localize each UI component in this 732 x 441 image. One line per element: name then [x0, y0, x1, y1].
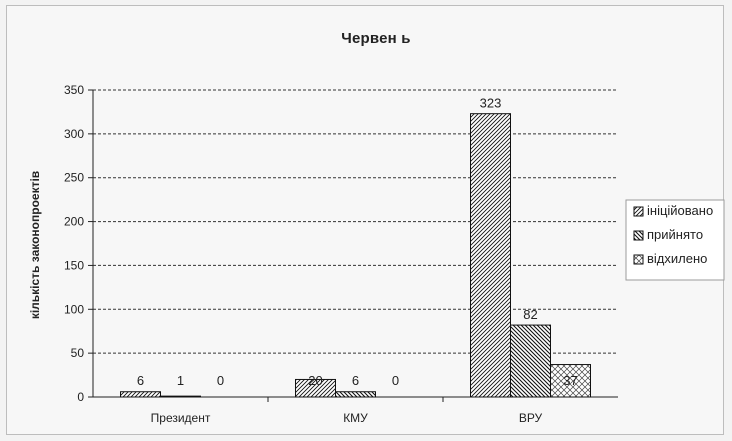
- x-tick-label: Президент: [151, 411, 211, 425]
- legend-label: ініційовано: [647, 203, 713, 218]
- legend-swatch: [633, 254, 644, 265]
- data-label: 20: [308, 373, 322, 388]
- y-tick-label: 250: [64, 171, 84, 185]
- y-tick-label: 350: [64, 83, 84, 97]
- bar: [335, 391, 376, 398]
- bar: [160, 395, 201, 398]
- x-tick-label: КМУ: [343, 411, 368, 425]
- bar: [295, 378, 336, 398]
- gridlines: [93, 89, 618, 354]
- legend-swatch: [633, 206, 644, 217]
- legend-swatch: [633, 230, 644, 241]
- y-tick-label: 0: [77, 390, 84, 404]
- x-tick-label: ВРУ: [519, 411, 543, 425]
- data-label: 82: [523, 307, 537, 322]
- data-label: 6: [137, 373, 144, 388]
- data-label: 0: [217, 373, 224, 388]
- data-label: 1: [177, 373, 184, 388]
- legend-label: відхилено: [647, 251, 707, 266]
- y-tick-label: 150: [64, 258, 84, 272]
- y-tick-label: 50: [71, 346, 85, 360]
- legend: ініційовано прийнято відхилено: [625, 199, 725, 281]
- data-label: 0: [392, 373, 399, 388]
- legend-label: прийнято: [647, 227, 703, 242]
- data-label: 37: [563, 373, 577, 388]
- bar: [120, 391, 161, 398]
- y-axis-ticks: 0 50 100 150 200 250 300 350: [64, 83, 93, 404]
- y-tick-label: 200: [64, 215, 84, 229]
- y-axis-label: кількість законопроектів: [28, 171, 42, 319]
- x-axis-ticks: Президент КМУ ВРУ: [151, 397, 543, 425]
- bar: [550, 364, 591, 398]
- y-tick-label: 100: [64, 302, 84, 316]
- bar: [470, 113, 511, 398]
- data-label: 323: [480, 96, 502, 111]
- chart-frame: [6, 5, 724, 435]
- data-label: 6: [352, 373, 359, 388]
- bar: [510, 324, 551, 398]
- data-labels: 6 1 0 20 6 0 323 82 37: [137, 96, 578, 388]
- y-tick-label: 300: [64, 127, 84, 141]
- chart-title: Червен ь: [341, 30, 410, 47]
- bars: [120, 113, 591, 398]
